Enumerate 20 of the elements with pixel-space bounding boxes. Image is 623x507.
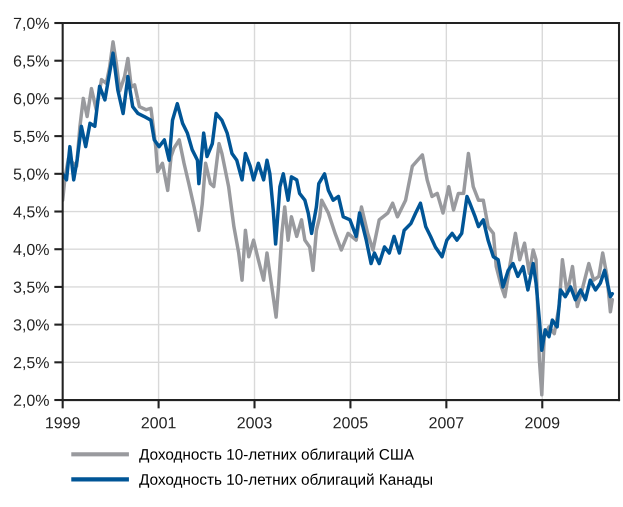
y-tick-label: 3,0%: [14, 319, 49, 332]
legend-label: Доходность 10-летних облигаций Канады: [139, 473, 432, 488]
y-tick-label: 7,0%: [14, 18, 49, 31]
y-tick-label: 6,5%: [14, 55, 49, 69]
y-tick-label: 2,5%: [14, 356, 49, 370]
y-tick-label: 5,0%: [14, 168, 49, 182]
y-tick-label: 4,0%: [13, 244, 49, 258]
x-tick-label: 1999: [46, 417, 80, 428]
x-tick-label: 2001: [142, 417, 176, 428]
x-tick-label: 2005: [333, 417, 368, 428]
line-series: [62, 51, 614, 352]
y-tick-label: 3,5%: [14, 282, 49, 295]
legend-label: Доходность 10-летних облигаций США: [139, 448, 414, 463]
x-tick-label: 2003: [238, 417, 272, 428]
y-tick-label: 2,0%: [14, 394, 49, 408]
y-tick-label: 4,5%: [13, 206, 49, 220]
y-tick-label: 6,0%: [14, 93, 49, 106]
x-tick-label: 2009: [525, 417, 560, 428]
y-tick-label: 5,5%: [14, 130, 49, 144]
x-tick-label: 2007: [429, 417, 464, 428]
